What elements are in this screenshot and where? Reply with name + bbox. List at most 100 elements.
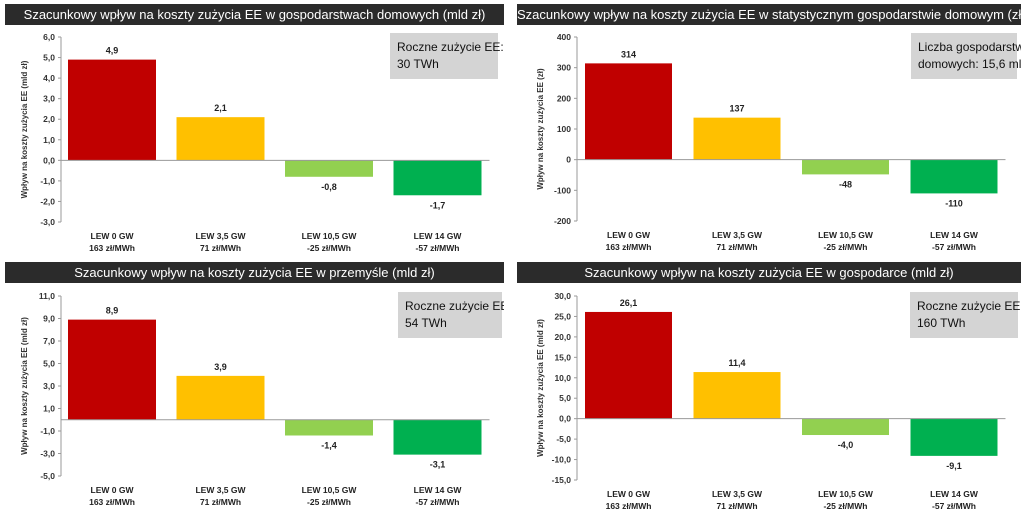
data-label: 4,9 — [106, 46, 119, 56]
note-line: 54 TWh — [405, 316, 447, 330]
note-box — [390, 33, 498, 79]
y-tick-label: 5,0 — [559, 393, 571, 403]
category-sublabel: 71 zł/MWh — [716, 242, 757, 252]
y-tick-label: -200 — [554, 216, 571, 226]
note-box — [398, 292, 502, 338]
y-tick-label: 10,0 — [554, 373, 571, 383]
category-label: LEW 0 GW — [607, 230, 651, 240]
category-label: LEW 3,5 GW — [195, 485, 246, 495]
category-label: LEW 14 GW — [930, 230, 979, 240]
data-label: -110 — [945, 198, 963, 208]
data-label: 3,9 — [214, 362, 227, 372]
data-label: -4,0 — [838, 440, 854, 450]
category-sublabel: 71 zł/MWh — [716, 501, 757, 511]
data-label: -0,8 — [321, 182, 337, 192]
note-box — [911, 33, 1017, 79]
bar — [176, 117, 265, 161]
y-tick-label: 9,0 — [43, 314, 55, 324]
note-box — [910, 292, 1018, 338]
category-label: LEW 0 GW — [91, 231, 135, 241]
category-sublabel: 163 zł/MWh — [606, 242, 652, 252]
note-line: domowych: 15,6 mln — [918, 57, 1021, 71]
category-sublabel: -57 zł/MWh — [416, 497, 460, 507]
data-label: -3,1 — [430, 460, 446, 470]
data-label: 8,9 — [106, 306, 119, 316]
y-tick-label: 7,0 — [43, 336, 55, 346]
bar-chart: 6,0 5,0 4,0 3,0 2,0 1,0 0,0 -1,0 -2,0 -3,0 Wpływ n… — [20, 32, 504, 253]
category-label: LEW 3,5 GW — [195, 231, 246, 241]
bar — [393, 419, 482, 455]
category-sublabel: 163 zł/MWh — [89, 497, 135, 507]
bar — [802, 418, 889, 436]
chart-panel-industry: Szacunkowy wpływ na koszty zużycia EE w … — [5, 262, 504, 517]
y-tick-label: 0,0 — [43, 155, 55, 165]
y-tick-label: 0 — [566, 155, 571, 165]
bar — [910, 159, 998, 194]
bar — [693, 117, 781, 160]
category-label: LEW 0 GW — [607, 489, 651, 499]
data-label: 314 — [621, 49, 636, 59]
category-sublabel: -57 zł/MWh — [932, 501, 976, 511]
y-tick-label: 100 — [557, 124, 571, 134]
category-label: LEW 10,5 GW — [302, 231, 358, 241]
data-label: -48 — [839, 179, 852, 189]
bar — [910, 418, 998, 456]
y-axis-title: Wpływ na koszty zużycia EE (mld zł) — [20, 317, 29, 455]
chart-panel-economy: Szacunkowy wpływ na koszty zużycia EE w … — [517, 262, 1021, 517]
bar — [68, 319, 156, 420]
bar — [585, 63, 672, 160]
y-tick-label: 5,0 — [43, 359, 55, 369]
category-sublabel: 163 zł/MWh — [89, 243, 135, 253]
y-tick-label: -15,0 — [552, 475, 572, 485]
chart-panel-typical-household: Szacunkowy wpływ na koszty zużycia EE w … — [517, 4, 1021, 254]
y-tick-label: -2,0 — [40, 196, 55, 206]
category-label: LEW 3,5 GW — [712, 489, 763, 499]
chart-title: Szacunkowy wpływ na koszty zużycia EE w … — [517, 4, 1021, 25]
y-tick-label: -5,0 — [40, 471, 55, 481]
category-sublabel: -25 zł/MWh — [307, 497, 351, 507]
data-label: 2,1 — [214, 103, 227, 113]
data-label: -1,4 — [321, 441, 337, 451]
chart-title: Szacunkowy wpływ na koszty zużycia EE w … — [5, 262, 504, 283]
y-tick-label: -1,0 — [40, 176, 55, 186]
category-sublabel: -25 zł/MWh — [307, 243, 351, 253]
category-label: LEW 3,5 GW — [712, 230, 763, 240]
bar — [693, 372, 781, 419]
y-tick-label: 1,0 — [43, 404, 55, 414]
note-line: Roczne zużycie EE: — [917, 299, 1021, 313]
category-label: LEW 14 GW — [414, 231, 463, 241]
bar — [285, 419, 373, 436]
bar — [393, 160, 482, 196]
y-axis-title: Wpływ na koszty zużycia EE (zł) — [536, 68, 545, 190]
chart-panel-households: Szacunkowy wpływ na koszty zużycia EE w … — [5, 4, 504, 254]
y-tick-label: -3,0 — [40, 217, 55, 227]
y-tick-label: 3,0 — [43, 94, 55, 104]
note-line: Roczne zużycie EE: — [397, 40, 504, 54]
note-line: 30 TWh — [397, 57, 439, 71]
bar — [176, 375, 265, 420]
category-label: LEW 14 GW — [930, 489, 979, 499]
y-tick-label: 1,0 — [43, 135, 55, 145]
category-label: LEW 0 GW — [91, 485, 135, 495]
note-line: 160 TWh — [917, 316, 965, 330]
y-tick-label: 30,0 — [554, 291, 571, 301]
category-sublabel: -25 zł/MWh — [824, 501, 868, 511]
note-line: Liczba gospodarstw — [918, 40, 1021, 54]
y-tick-label: 300 — [557, 63, 571, 73]
data-label: -9,1 — [946, 461, 962, 471]
y-axis-title: Wpływ na koszty zużycia EE (mld zł) — [20, 60, 29, 198]
bar — [285, 160, 373, 177]
y-axis-title: Wpływ na koszty zużycia EE (mld zł) — [536, 319, 545, 457]
chart-title: Szacunkowy wpływ na koszty zużycia EE w … — [517, 262, 1021, 283]
y-tick-label: 400 — [557, 32, 571, 42]
category-label: LEW 10,5 GW — [818, 230, 874, 240]
category-sublabel: 163 zł/MWh — [606, 501, 652, 511]
y-tick-label: 4,0 — [43, 73, 55, 83]
y-tick-label: 200 — [557, 93, 571, 103]
data-label: -1,7 — [430, 200, 446, 210]
y-tick-label: 25,0 — [554, 311, 571, 321]
data-label: 137 — [729, 104, 744, 114]
y-tick-label: 6,0 — [43, 32, 55, 42]
note-line: Roczne zużycie EE: — [405, 299, 504, 313]
bar-chart: 30,0 25,0 20,0 15,0 10,0 5,0 0,0 -5,0 -10,0 -15,0… — [536, 291, 1021, 511]
